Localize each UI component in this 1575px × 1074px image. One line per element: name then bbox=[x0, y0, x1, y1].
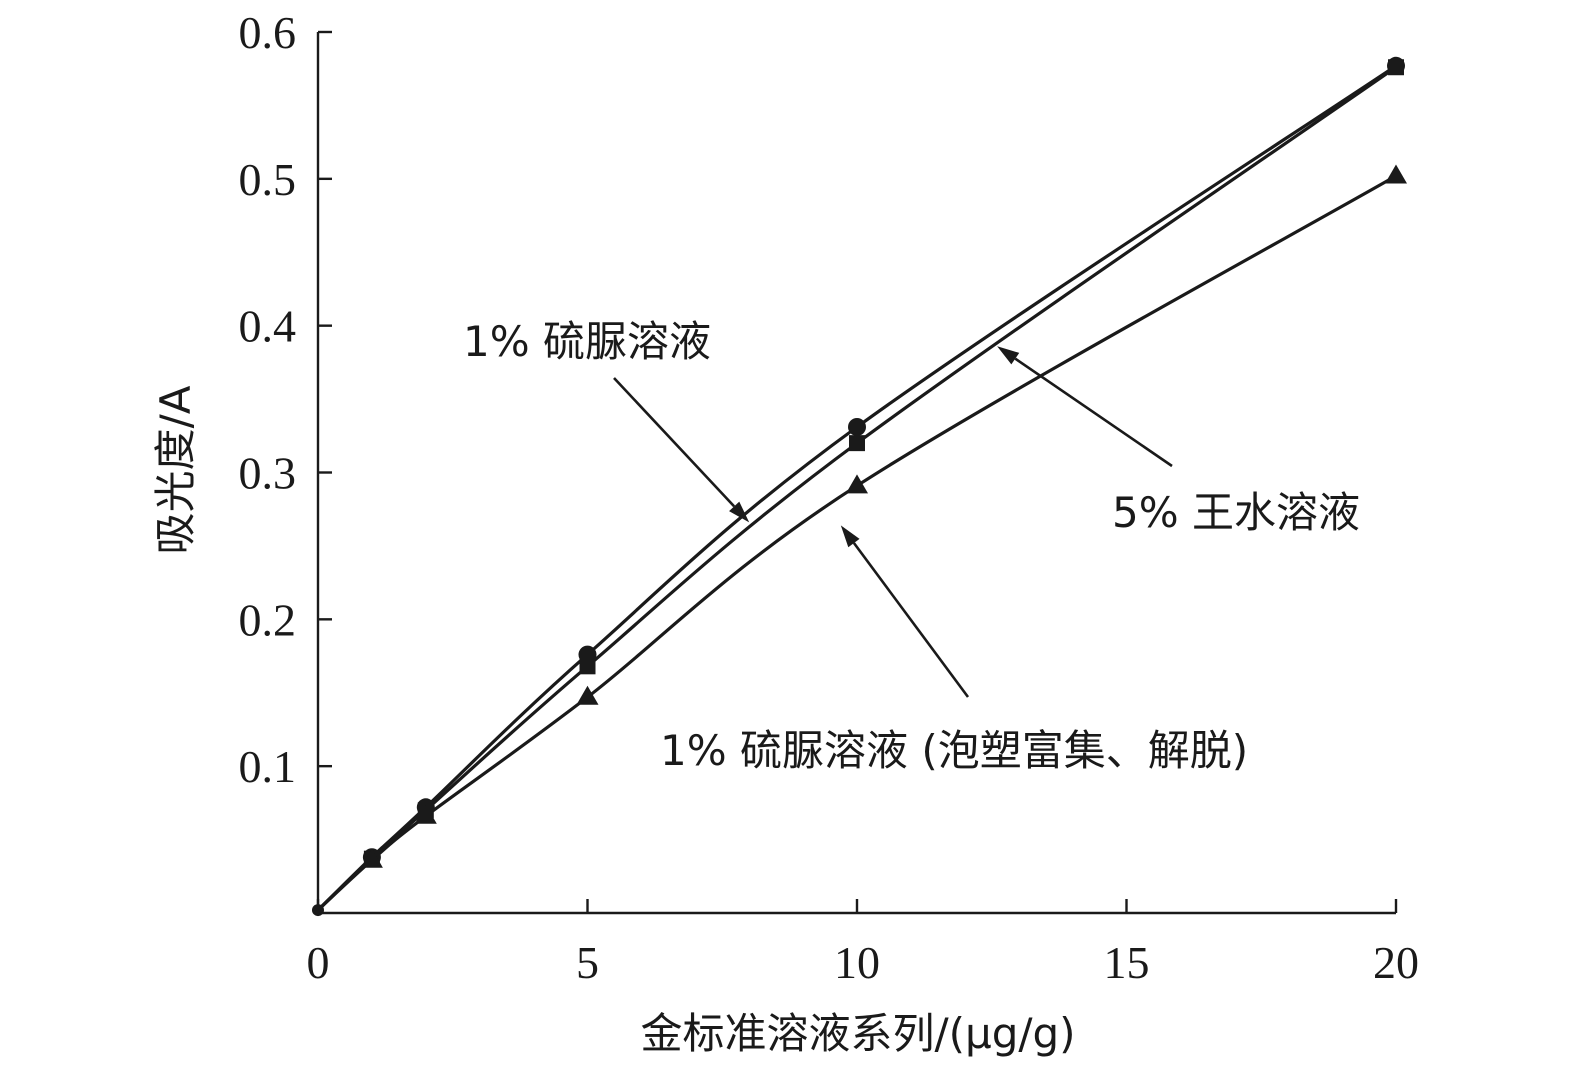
triangle-marker bbox=[414, 804, 437, 824]
y-tick-label: 0.3 bbox=[239, 448, 297, 499]
triangle-marker bbox=[846, 474, 868, 494]
annotation-arrow-line bbox=[613, 377, 736, 508]
x-tick-label: 0 bbox=[307, 937, 330, 988]
annotation-arrowhead bbox=[840, 525, 860, 548]
markers bbox=[312, 56, 1407, 917]
series-lines bbox=[316, 64, 1397, 912]
y-axis-title: 吸光度/A bbox=[151, 385, 200, 554]
annotation-label: 5% 王水溶液 bbox=[1112, 488, 1360, 537]
annotations: 1% 硫脲溶液 5% 王水溶液 1% 硫脲溶液 (泡塑富集、解脱) bbox=[463, 317, 1360, 775]
annotation-arrowhead bbox=[729, 501, 750, 523]
x-tick-label: 5 bbox=[576, 937, 599, 988]
x-tick-label: 15 bbox=[1104, 937, 1150, 988]
square-marker bbox=[1388, 59, 1404, 76]
y-tick-label: 0.6 bbox=[239, 7, 297, 58]
triangle-marker bbox=[576, 685, 599, 705]
y-tick-label: 0.5 bbox=[239, 154, 297, 205]
x-axis-title: 金标准溶液系列/(μg/g) bbox=[640, 1009, 1075, 1058]
y-tick-label: 0.1 bbox=[239, 741, 297, 792]
annotation-arrows bbox=[613, 346, 1173, 698]
annotation-arrow-line bbox=[1014, 357, 1173, 468]
square-marker bbox=[849, 435, 865, 452]
triangle-marker bbox=[360, 848, 383, 868]
annotation-arrowhead bbox=[997, 346, 1020, 365]
square-marker bbox=[579, 658, 596, 675]
y-tick-label: 0.4 bbox=[239, 301, 297, 352]
x-tick-label: 10 bbox=[834, 937, 880, 988]
x-tick-label: 20 bbox=[1373, 937, 1419, 988]
y-ticks: 0.1 0.2 0.3 0.4 0.5 0.6 bbox=[239, 7, 332, 792]
annotation-arrow-line bbox=[852, 542, 970, 698]
circle-marker bbox=[848, 417, 866, 436]
triangle-marker bbox=[1385, 164, 1407, 184]
axes bbox=[316, 32, 1396, 915]
y-tick-label: 0.2 bbox=[239, 594, 297, 645]
annotation-label: 1% 硫脲溶液 bbox=[463, 317, 711, 366]
x-ticks: 0 5 10 15 20 bbox=[307, 899, 1419, 988]
series-line-triangle bbox=[316, 174, 1397, 912]
annotation-label: 1% 硫脲溶液 (泡塑富集、解脱) bbox=[660, 726, 1248, 775]
origin-marker bbox=[312, 904, 324, 917]
